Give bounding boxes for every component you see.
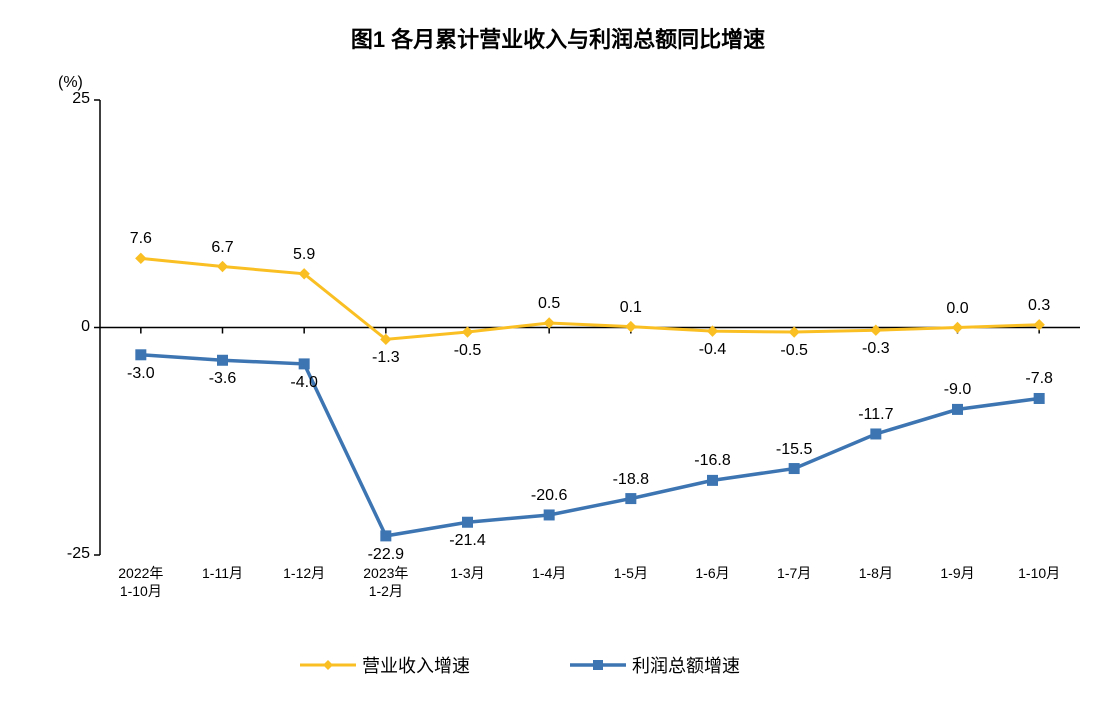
x-tick-label: 1-4月 — [509, 565, 589, 583]
legend-label: 利润总额增速 — [632, 652, 740, 678]
x-tick-label: 1-8月 — [836, 565, 916, 583]
data-label: -18.8 — [601, 471, 661, 489]
data-label: -20.6 — [519, 487, 579, 505]
data-label: -1.3 — [356, 349, 416, 367]
x-tick-label: 1-12月 — [264, 565, 344, 583]
data-label: 5.9 — [274, 246, 334, 264]
x-tick-label: 2022年 1-10月 — [101, 565, 181, 600]
data-label: -4.0 — [274, 374, 334, 392]
y-tick-label: -25 — [67, 545, 90, 563]
data-label: 7.6 — [111, 230, 171, 248]
x-tick-label: 1-7月 — [754, 565, 834, 583]
y-tick-label: 0 — [81, 318, 90, 336]
legend-marker-diamond-icon — [300, 657, 356, 673]
x-tick-label: 1-9月 — [918, 565, 998, 583]
legend-label: 营业收入增速 — [362, 652, 470, 678]
data-label: -21.4 — [438, 532, 498, 550]
legend-marker-square-icon — [570, 657, 626, 673]
data-label: -16.8 — [683, 452, 743, 470]
data-label: 0.3 — [1009, 297, 1069, 315]
data-label: 6.7 — [193, 239, 253, 257]
x-tick-label: 1-3月 — [428, 565, 508, 583]
data-label: -22.9 — [356, 546, 416, 564]
data-label: -0.5 — [764, 342, 824, 360]
x-tick-label: 2023年 1-2月 — [346, 565, 426, 600]
data-label: -0.5 — [438, 342, 498, 360]
data-label: -3.0 — [111, 365, 171, 383]
data-label: -11.7 — [846, 406, 906, 424]
legend: 营业收入增速 利润总额增速 — [300, 652, 740, 678]
data-label: -3.6 — [193, 370, 253, 388]
chart-svg — [0, 0, 1116, 706]
legend-item: 营业收入增速 — [300, 652, 470, 678]
legend-item: 利润总额增速 — [570, 652, 740, 678]
data-label: 0.0 — [928, 300, 988, 318]
x-tick-label: 1-11月 — [183, 565, 263, 583]
x-tick-label: 1-10月 — [999, 565, 1079, 583]
data-label: 0.5 — [519, 295, 579, 313]
data-label: -15.5 — [764, 441, 824, 459]
data-label: -0.4 — [683, 341, 743, 359]
x-tick-label: 1-5月 — [591, 565, 671, 583]
y-tick-label: 25 — [72, 90, 90, 108]
x-tick-label: 1-6月 — [673, 565, 753, 583]
data-label: -7.8 — [1009, 370, 1069, 388]
data-label: -0.3 — [846, 340, 906, 358]
data-label: -9.0 — [928, 381, 988, 399]
data-label: 0.1 — [601, 299, 661, 317]
chart-container: 图1 各月累计营业收入与利润总额同比增速 (%) -250252022年 1-1… — [0, 0, 1116, 706]
